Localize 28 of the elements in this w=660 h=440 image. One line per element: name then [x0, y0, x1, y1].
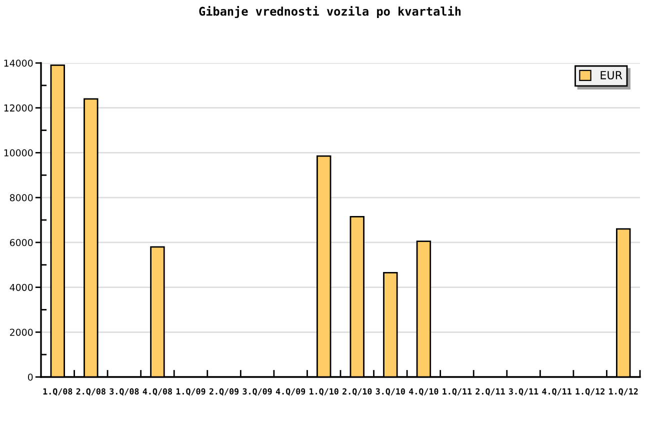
x-tick-label: 4.Q/09: [276, 388, 306, 396]
x-tick-label: 3.Q/10: [376, 388, 405, 396]
x-tick-label: 2.Q/11: [476, 388, 505, 396]
x-tick-label: 1.Q/10: [310, 388, 338, 396]
y-tick-label: 10000: [4, 149, 33, 156]
y-tick-label: 12000: [4, 104, 33, 112]
x-tick-label: 2.Q/10: [342, 388, 372, 396]
x-tick-label: 1.Q/08: [43, 388, 72, 396]
x-tick-label: 1.Q/12: [609, 388, 638, 396]
x-tick-label: 4.Q/10: [409, 388, 438, 396]
x-tick-label: 1.Q/11: [442, 388, 472, 396]
x-tick-label: 3.Q/11: [508, 388, 538, 396]
y-tick-label: 14000: [4, 60, 33, 67]
y-tick-label: 8000: [10, 194, 33, 202]
y-tick-label: 6000: [10, 239, 33, 246]
y-tick-label: 2000: [10, 328, 33, 336]
y-tick-label: 0: [28, 374, 33, 381]
x-tick-label: 1.Q/12: [576, 388, 604, 396]
x-tick-label: 3.Q/08: [110, 388, 139, 396]
legend-label: EUR: [600, 71, 622, 80]
y-tick-label: 4000: [10, 284, 33, 292]
x-tick-label: 4.Q/11: [542, 388, 572, 396]
x-tick-label: 3.Q/09: [242, 388, 272, 396]
x-tick-label: 2.Q/08: [76, 388, 106, 396]
x-tick-label: 1.Q/09: [176, 388, 206, 396]
x-tick-label: 4.Q/08: [142, 388, 172, 396]
x-tick-label: 2.Q/09: [209, 388, 239, 396]
chart-title: Gibanje vrednosti vozila po kvartalih: [199, 6, 461, 18]
